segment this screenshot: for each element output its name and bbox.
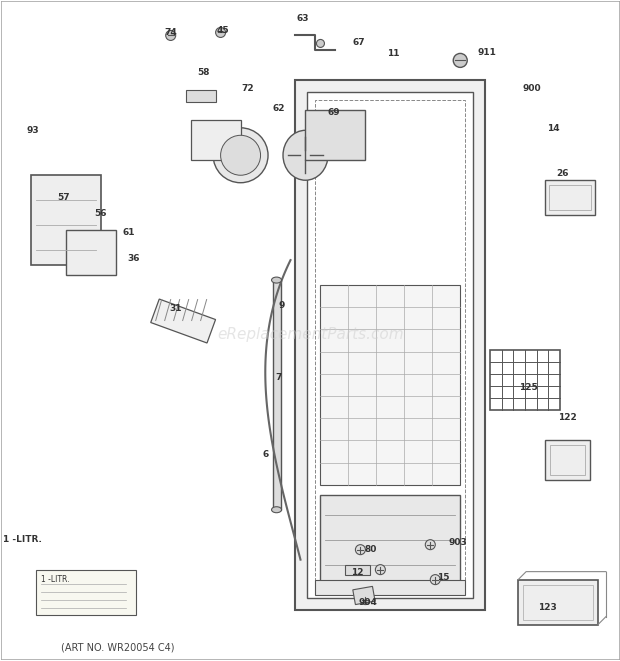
- Text: 9: 9: [278, 301, 285, 309]
- Bar: [191, 120, 241, 160]
- Text: (ART NO. WR20054 C4): (ART NO. WR20054 C4): [61, 642, 174, 652]
- Ellipse shape: [283, 130, 328, 180]
- Bar: [273, 280, 280, 510]
- Text: 45: 45: [216, 26, 229, 35]
- Circle shape: [355, 545, 365, 555]
- Text: 911: 911: [478, 48, 497, 57]
- Ellipse shape: [213, 128, 268, 182]
- Text: 80: 80: [364, 545, 376, 554]
- Bar: [490, 350, 560, 410]
- Text: eReplacementParts.com: eReplacementParts.com: [217, 327, 404, 342]
- Circle shape: [216, 28, 226, 38]
- Bar: [321, 285, 460, 485]
- Bar: [308, 93, 473, 598]
- Text: 74: 74: [164, 28, 177, 37]
- Bar: [151, 299, 216, 343]
- Text: 900: 900: [523, 84, 541, 93]
- Text: 6: 6: [262, 450, 268, 459]
- Bar: [321, 494, 460, 584]
- Bar: [549, 185, 591, 210]
- Ellipse shape: [272, 277, 281, 283]
- Text: 903: 903: [449, 538, 467, 547]
- Circle shape: [360, 595, 370, 605]
- Text: 26: 26: [556, 169, 569, 178]
- Bar: [545, 180, 595, 215]
- Text: 57: 57: [58, 193, 70, 202]
- Text: 72: 72: [241, 84, 254, 93]
- Text: 69: 69: [327, 108, 340, 117]
- Bar: [66, 230, 116, 275]
- Text: 56: 56: [94, 209, 107, 217]
- Text: 93: 93: [27, 126, 39, 135]
- Text: 1 -LITR.: 1 -LITR.: [4, 535, 42, 544]
- Text: 61: 61: [123, 227, 135, 237]
- Circle shape: [430, 574, 440, 584]
- Bar: [518, 580, 598, 625]
- Text: 67: 67: [352, 38, 365, 47]
- Bar: [545, 440, 590, 480]
- Text: 122: 122: [558, 413, 577, 422]
- Text: 62: 62: [272, 104, 285, 113]
- Bar: [353, 586, 375, 605]
- Text: 58: 58: [197, 68, 210, 77]
- Bar: [306, 110, 365, 160]
- Text: 36: 36: [128, 254, 140, 262]
- Bar: [36, 570, 136, 615]
- Text: 7: 7: [275, 373, 281, 383]
- Text: 125: 125: [519, 383, 538, 393]
- Bar: [316, 580, 465, 595]
- Text: 31: 31: [169, 303, 182, 313]
- Ellipse shape: [221, 136, 260, 175]
- Ellipse shape: [272, 507, 281, 513]
- Bar: [316, 100, 465, 590]
- Text: 12: 12: [351, 568, 364, 577]
- Bar: [345, 564, 370, 574]
- Circle shape: [375, 564, 386, 574]
- Circle shape: [453, 54, 467, 67]
- Text: 1 -LITR.: 1 -LITR.: [41, 574, 69, 584]
- Bar: [550, 445, 585, 475]
- Text: 123: 123: [538, 603, 557, 612]
- Text: 11: 11: [387, 49, 400, 58]
- Circle shape: [166, 30, 175, 40]
- Text: 904: 904: [359, 598, 378, 607]
- Circle shape: [425, 539, 435, 550]
- Bar: [523, 584, 593, 619]
- Bar: [31, 175, 101, 265]
- Bar: [296, 81, 485, 609]
- Text: 14: 14: [547, 124, 559, 133]
- Text: 15: 15: [437, 573, 450, 582]
- Circle shape: [316, 40, 324, 48]
- Bar: [185, 91, 216, 102]
- Text: 63: 63: [296, 14, 309, 23]
